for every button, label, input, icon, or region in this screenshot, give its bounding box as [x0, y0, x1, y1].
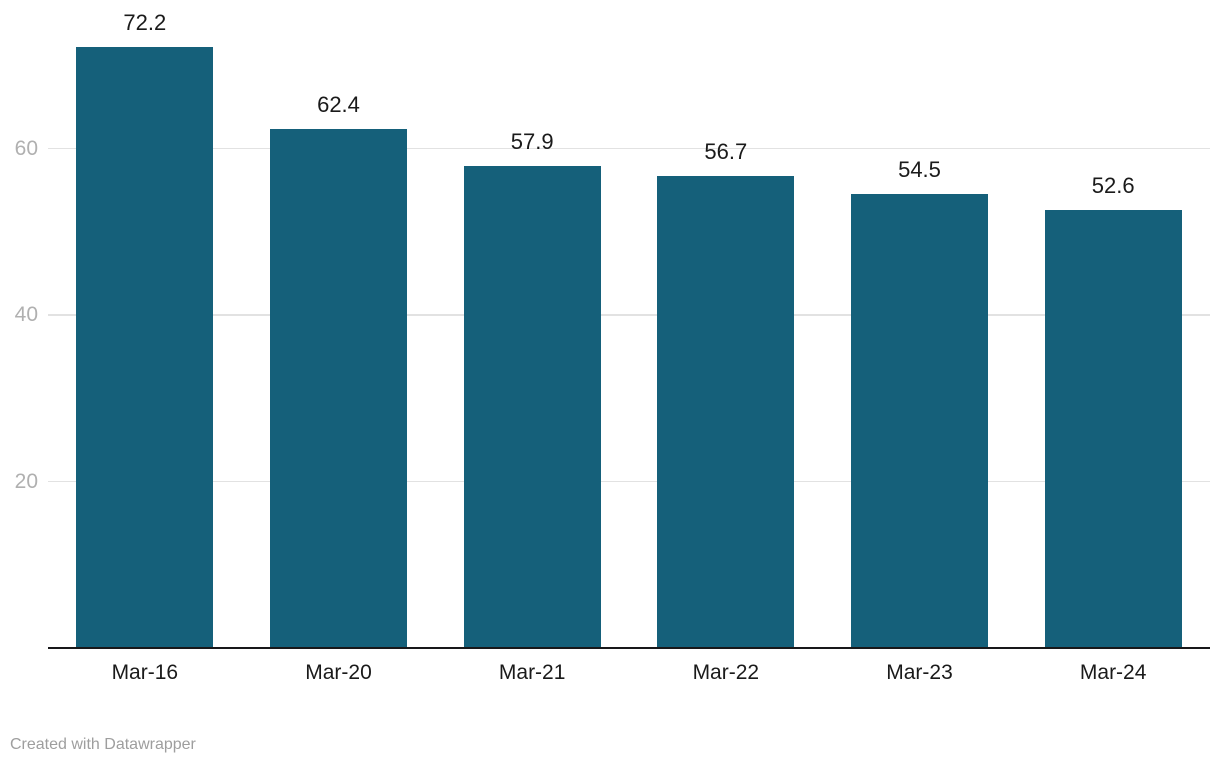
gridline-y-40: [48, 314, 1210, 316]
value-label-Mar-20: 62.4: [317, 91, 360, 117]
bar-Mar-24: [1044, 210, 1182, 648]
bar-Mar-22: [657, 175, 795, 648]
bar-Mar-21: [463, 165, 601, 648]
xtick-label-Mar-16: Mar-16: [111, 661, 179, 684]
xtick-label-Mar-22: Mar-22: [692, 661, 760, 684]
ytick-label-20: 20: [14, 469, 38, 493]
xtick-label-Mar-24: Mar-24: [1079, 661, 1147, 684]
ytick-label-60: 60: [14, 136, 38, 160]
xtick-label-Mar-20: Mar-20: [305, 661, 372, 684]
credit-text: Created with Datawrapper: [10, 736, 196, 753]
value-label-Mar-23: 54.5: [898, 157, 941, 183]
xtick-label-Mar-23: Mar-23: [886, 661, 953, 684]
ytick-label-40: 40: [14, 303, 38, 326]
gridline-y-60: [48, 147, 1210, 150]
value-label-Mar-21: 57.9: [510, 128, 554, 154]
x-axis-line: [48, 647, 1210, 649]
gridline-y-20: [48, 480, 1210, 483]
bar-Mar-23: [851, 194, 988, 648]
bar-Mar-16: [76, 46, 214, 648]
xtick-label-Mar-21: Mar-21: [498, 661, 566, 684]
value-label-Mar-16: 72.2: [123, 9, 167, 35]
value-label-Mar-24: 52.6: [1091, 173, 1135, 199]
bar-Mar-20: [270, 128, 407, 648]
value-label-Mar-22: 56.7: [704, 138, 748, 164]
